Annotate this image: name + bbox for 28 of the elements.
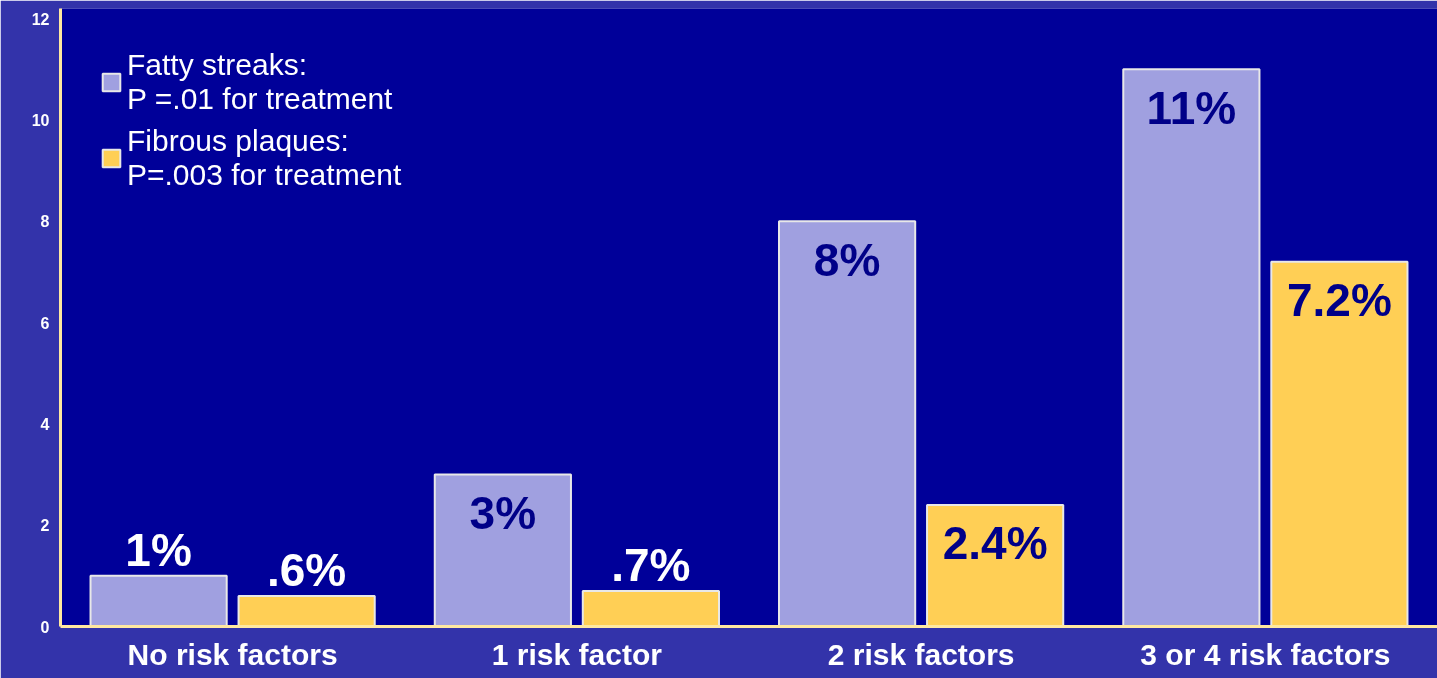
data-label: 7.2% — [1286, 274, 1392, 327]
bar — [1270, 260, 1409, 627]
data-label: .6% — [267, 544, 347, 597]
legend-label: Fibrous plaques: P=.003 for treatment — [127, 124, 402, 192]
bar — [1122, 68, 1261, 627]
y-tick-label: 10 — [31, 111, 50, 129]
y-tick-label: 6 — [40, 314, 50, 332]
y-tick-label: 0 — [40, 618, 50, 636]
x-tick-label: 1 risk factor — [491, 637, 663, 671]
x-tick-label: 3 or 4 risk factors — [1140, 637, 1391, 671]
data-label: 3% — [469, 486, 537, 539]
x-tick-label: 2 risk factors — [827, 637, 1015, 671]
y-tick-label: 4 — [40, 415, 50, 433]
data-label: 2.4% — [942, 517, 1048, 570]
y-tick-label: 12 — [31, 10, 50, 28]
data-label: .7% — [611, 539, 691, 592]
data-label: 8% — [813, 233, 881, 286]
data-label: 1% — [125, 523, 192, 576]
bar — [237, 595, 376, 627]
bar — [89, 574, 228, 627]
y-tick-label: 8 — [40, 213, 50, 231]
bar — [778, 220, 917, 627]
bar — [433, 473, 572, 627]
x-tick-label: No risk factors — [127, 637, 338, 671]
legend-label: Fatty streaks: P =.01 for treatment — [127, 48, 393, 116]
data-label: 11% — [1146, 81, 1237, 134]
y-tick-label: 2 — [40, 517, 50, 535]
bar — [581, 590, 720, 627]
